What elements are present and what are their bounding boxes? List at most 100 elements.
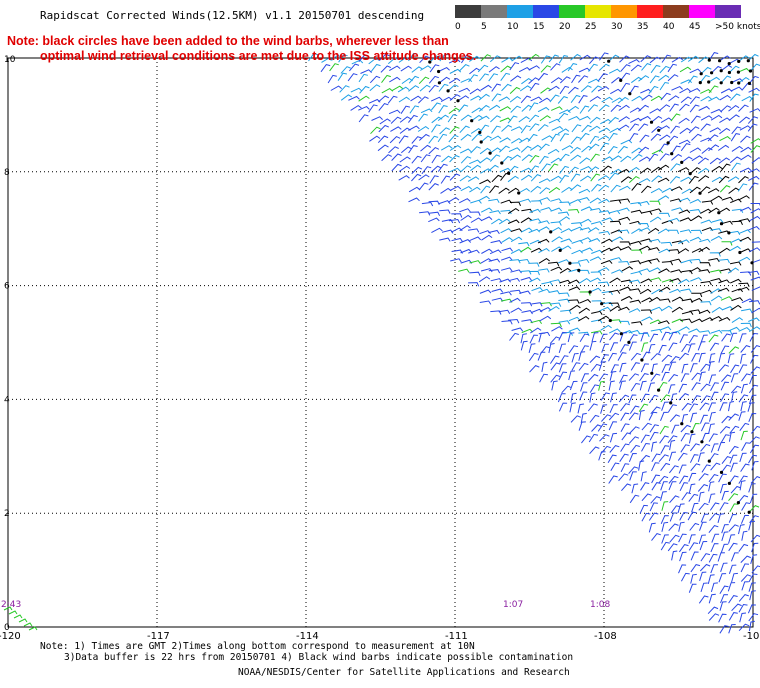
wind-barb xyxy=(679,66,692,73)
wind-barb xyxy=(710,108,723,114)
wind-barb xyxy=(687,55,700,62)
wind-barb xyxy=(560,228,573,234)
wind-barb xyxy=(661,501,669,511)
wind-barb xyxy=(447,196,460,203)
wind-barb xyxy=(609,127,622,134)
wind-barb xyxy=(600,118,612,125)
wind-barb xyxy=(539,307,552,312)
wind-barb xyxy=(628,394,637,404)
wind-barb xyxy=(679,475,689,485)
wind-barb xyxy=(610,155,622,162)
wind-barb xyxy=(521,77,533,85)
wind-barb xyxy=(618,229,630,234)
wind-barb xyxy=(538,247,550,254)
wind-barb xyxy=(691,155,703,162)
wind-barb xyxy=(750,208,760,214)
wind-barb xyxy=(420,108,433,114)
wind-barb xyxy=(708,353,716,364)
wind-barb xyxy=(658,248,671,254)
wind-barb xyxy=(338,54,348,63)
wind-barb xyxy=(528,262,540,267)
wind-barb xyxy=(579,237,592,242)
wind-barb xyxy=(580,373,589,383)
wind-barb xyxy=(618,216,631,221)
wind-barb xyxy=(568,345,579,354)
wind-barb xyxy=(488,269,501,274)
wind-barb xyxy=(569,262,581,267)
wind-barb xyxy=(601,96,613,103)
wind-barb xyxy=(511,55,523,62)
wind-barb xyxy=(467,176,480,182)
wind-barb xyxy=(698,491,705,502)
wind-barb xyxy=(578,351,586,361)
wind-barb xyxy=(649,216,662,223)
wind-barb xyxy=(641,94,653,101)
wind-barb xyxy=(608,475,618,484)
wind-barb xyxy=(728,493,739,502)
wind-barb xyxy=(507,175,519,183)
wind-barb xyxy=(740,574,752,582)
wind-barb xyxy=(731,317,743,324)
wind-barb xyxy=(337,72,348,81)
wind-barb xyxy=(661,534,669,544)
wind-barb xyxy=(717,552,725,562)
wind-barb xyxy=(530,327,542,334)
wind-barb xyxy=(469,55,481,62)
wind-barb xyxy=(621,483,632,492)
wind-barb xyxy=(688,334,698,344)
plot-frame xyxy=(7,57,754,628)
wind-barb xyxy=(470,127,483,134)
wind-barb xyxy=(719,55,731,62)
wind-barb xyxy=(688,403,698,412)
wind-barb xyxy=(631,483,639,494)
wind-barb xyxy=(651,363,658,374)
wind-barb xyxy=(748,573,758,583)
wind-barb xyxy=(490,240,503,245)
wind-barb xyxy=(440,187,452,194)
wind-barb xyxy=(590,271,602,276)
wind-barb xyxy=(528,114,540,123)
wind-barb xyxy=(648,512,659,521)
wind-barb xyxy=(448,58,461,64)
wind-barb xyxy=(608,421,618,431)
wind-barb xyxy=(578,362,589,371)
wind-barb xyxy=(718,258,730,264)
wind-barb xyxy=(449,154,460,163)
wind-barb xyxy=(600,324,612,331)
wind-barb xyxy=(590,173,601,182)
wind-barb xyxy=(551,380,558,391)
wind-barb xyxy=(600,260,613,265)
wind-barb xyxy=(749,436,760,444)
wind-barb xyxy=(598,281,610,286)
wind-barb xyxy=(640,393,650,403)
wind-barb xyxy=(748,317,760,322)
wind-barb xyxy=(469,271,481,277)
wind-barb xyxy=(570,154,582,161)
wind-barb xyxy=(699,541,708,551)
wind-barb xyxy=(661,331,670,341)
wind-barb xyxy=(578,95,588,104)
wind-barb xyxy=(608,352,617,362)
wind-barb xyxy=(728,114,740,121)
legend-label: 0 xyxy=(455,22,461,32)
wind-barb xyxy=(719,127,731,135)
contamination-circle xyxy=(619,332,623,336)
contamination-circle xyxy=(666,141,670,145)
wind-barb xyxy=(659,435,669,444)
wind-barb xyxy=(438,67,450,72)
x-axis-labels: -120 -117 -114 -111 -108 -105 xyxy=(0,631,760,642)
wind-barb xyxy=(730,86,743,92)
wind-barb xyxy=(748,326,760,333)
wind-barb xyxy=(740,555,751,563)
wind-barb xyxy=(491,125,501,134)
wind-barb xyxy=(667,135,679,144)
wind-barb xyxy=(649,208,662,213)
wind-barb xyxy=(539,187,551,195)
wind-barb xyxy=(671,318,684,323)
contamination-circle xyxy=(549,230,553,234)
wind-barb xyxy=(499,145,510,153)
wind-barb xyxy=(668,95,680,102)
wind-barb xyxy=(657,177,670,183)
wind-barb xyxy=(730,552,739,562)
wind-barb xyxy=(469,67,481,75)
